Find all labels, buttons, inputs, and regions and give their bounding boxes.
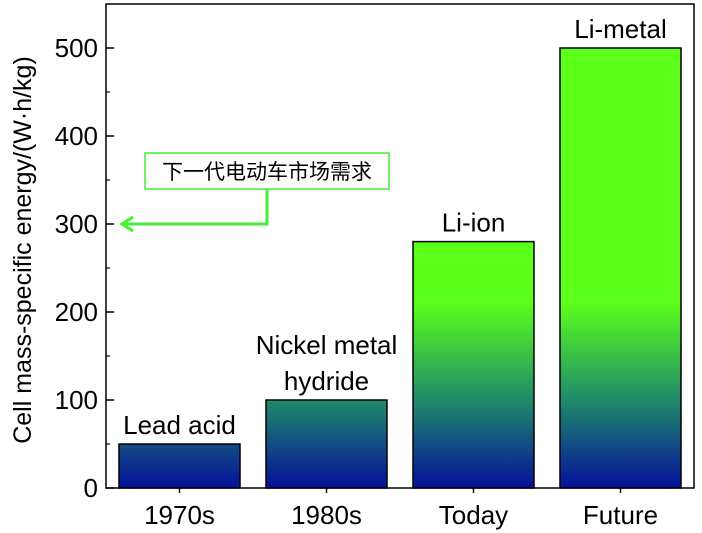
- y-tick-label: 400: [55, 121, 98, 151]
- x-tick-label: 1980s: [291, 500, 362, 530]
- x-axis: 1970s 1980s Today Future: [144, 488, 658, 530]
- bar-1980s: [265, 399, 388, 489]
- bar-label: Li-metal: [574, 14, 666, 44]
- annotation-arrow-line: [122, 189, 269, 226]
- bar-label: hydride: [284, 366, 369, 396]
- x-tick-label: 1970s: [144, 500, 215, 530]
- y-tick-label: 200: [55, 297, 98, 327]
- bar-1970s: [118, 443, 241, 489]
- y-tick-label: 300: [55, 209, 98, 239]
- annotation-text: 下一代电动车市场需求: [162, 160, 372, 184]
- bar-label: Lead acid: [123, 410, 236, 440]
- annotation: 下一代电动车市场需求: [119, 152, 390, 233]
- bar-labels: Lead acid Nickel metal hydride Li-ion Li-met…: [123, 14, 667, 440]
- x-tick-label: Future: [583, 500, 658, 530]
- annotation-box: [144, 152, 390, 190]
- y-axis: 0 100 200 300 400 500: [55, 33, 114, 503]
- bar-label: Li-ion: [442, 208, 506, 238]
- bars-layer: [118, 47, 682, 489]
- y-tick-label: 0: [84, 473, 98, 503]
- plot-frame: [105, 3, 695, 489]
- y-tick-label: 100: [55, 385, 98, 415]
- bar-future: [559, 47, 682, 489]
- y-tick-label: 500: [55, 33, 98, 63]
- annotation-arrow-head: [119, 215, 134, 233]
- x-tick-label: Today: [439, 500, 508, 530]
- y-axis-label: Cell mass-specific energy/(W·h/kg): [9, 56, 37, 444]
- bar-label: Nickel metal: [256, 330, 398, 360]
- bar-today: [412, 240, 535, 489]
